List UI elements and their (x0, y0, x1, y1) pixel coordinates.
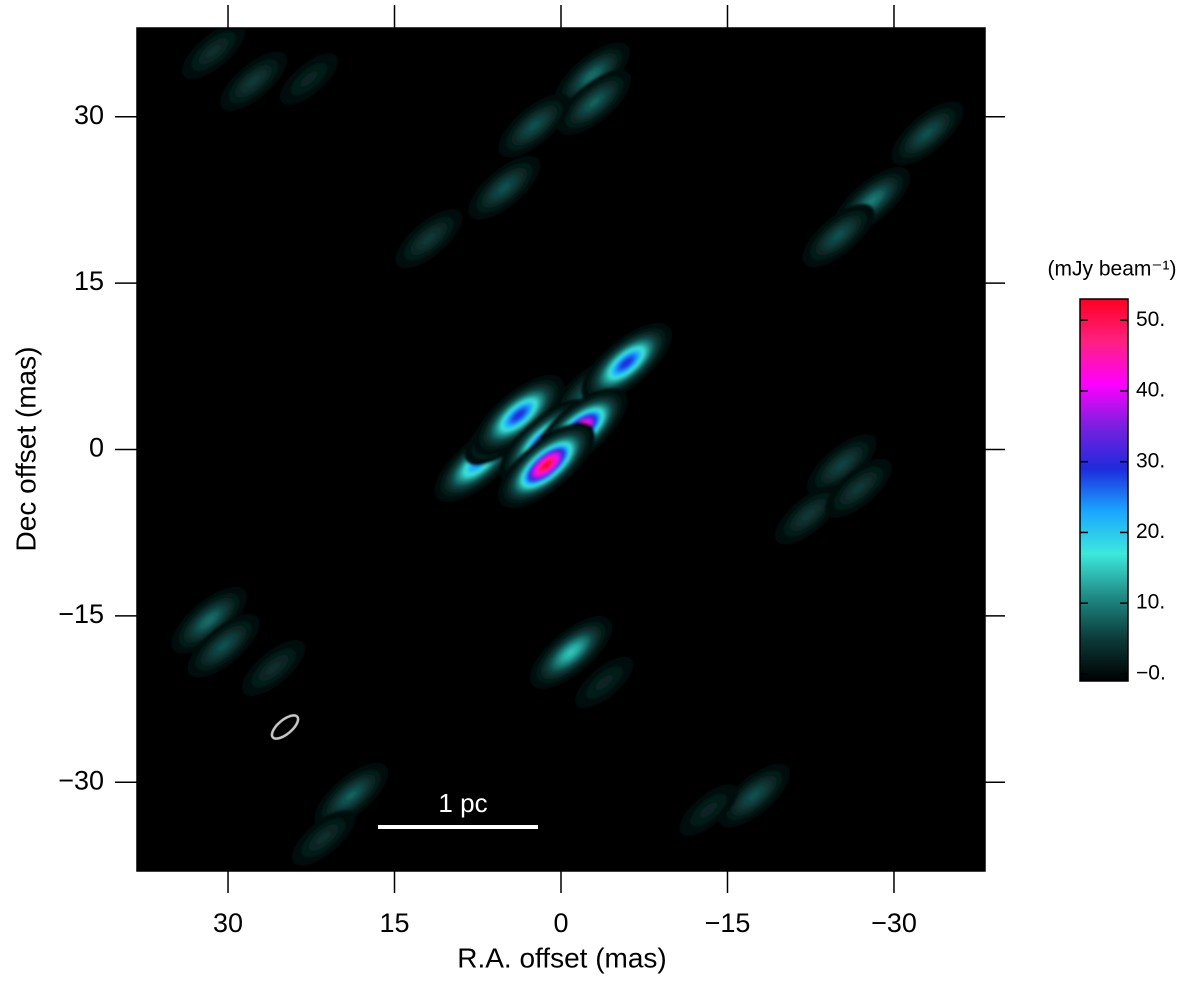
x-axis-label: R.A. offset (mas) (457, 942, 667, 973)
y-tick-label: 15 (74, 266, 104, 296)
emission (171, 28, 964, 866)
y-axis-label: Dec offset (mas) (10, 347, 41, 552)
emission-component (748, 790, 760, 801)
colorbar-tick-label: 20. (1136, 520, 1165, 543)
emission-component (346, 790, 357, 801)
emission-component (801, 509, 816, 521)
emission-component (623, 360, 630, 366)
emission-component (921, 128, 933, 139)
emission-component (528, 120, 540, 131)
emission-component (204, 615, 215, 625)
x-tick-label: 15 (379, 908, 409, 938)
beam (270, 714, 300, 740)
y-tick-label: −30 (58, 765, 104, 795)
colorbar-tick-label: 50. (1136, 308, 1165, 331)
x-tick-label: −15 (705, 908, 751, 938)
emission-component (316, 831, 331, 845)
emission-component (589, 97, 600, 107)
emission-component (422, 232, 436, 245)
emission-component (300, 71, 318, 87)
y-tick-label: 30 (74, 100, 104, 130)
emission-component (266, 661, 281, 675)
y-tick-label: −15 (58, 599, 104, 629)
colorbar-tick-label: 30. (1136, 449, 1165, 472)
emission-component (867, 196, 877, 206)
emission-component (587, 71, 597, 81)
emission-component (835, 459, 848, 471)
emission-component (595, 674, 613, 691)
colorbar-tick-label: 10. (1136, 591, 1165, 614)
y-tick-label: 0 (89, 433, 104, 463)
emission-component (544, 463, 549, 467)
emission-component (516, 412, 522, 418)
colorbar-tick-label: 40. (1136, 379, 1165, 402)
x-tick-label: 0 (553, 908, 568, 938)
x-tick-label: −30 (871, 908, 917, 938)
emission-component (206, 44, 222, 58)
emission-component (246, 75, 261, 88)
emission-component (567, 649, 575, 656)
x-tick-label: 30 (213, 908, 243, 938)
scale-bar-label: 1 pc (438, 788, 487, 818)
emission-component (832, 230, 845, 241)
emission-component (851, 482, 866, 495)
emission-component (498, 182, 510, 193)
emission-component (699, 802, 718, 818)
colorbar-tick-label: −0. (1136, 661, 1166, 684)
emission-component (218, 640, 230, 651)
colorbar (1079, 298, 1129, 682)
colorbar-label: (mJy beam⁻¹) (1048, 258, 1177, 281)
